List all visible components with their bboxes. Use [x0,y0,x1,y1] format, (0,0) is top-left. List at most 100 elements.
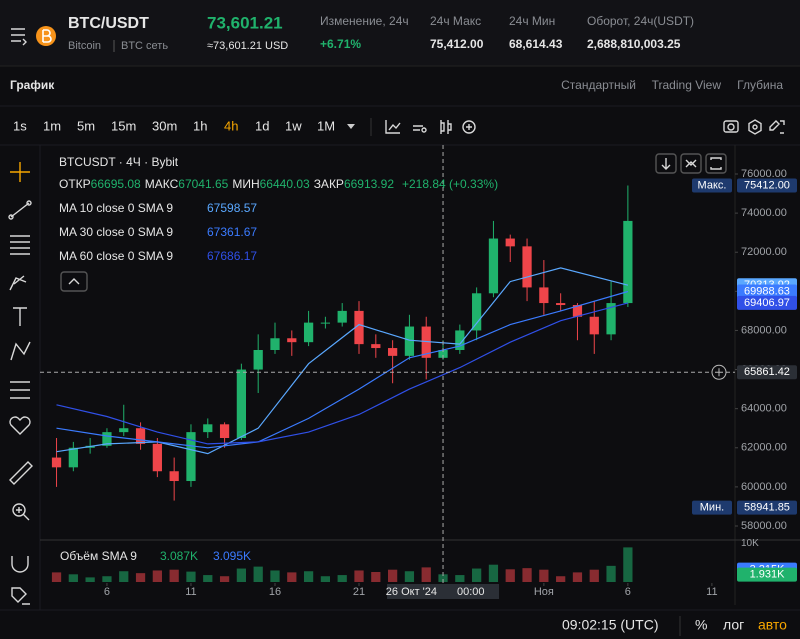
crosshair-add-plus[interactable] [715,368,723,377]
x-tick-label: Ноя [534,586,554,598]
candle-body [135,428,146,444]
view-tab[interactable]: Стандартный [561,78,636,92]
volume-bar [236,568,247,582]
candle-body [371,344,381,349]
ma-legend-value: 67686.17 [207,249,257,263]
volume-bar [320,576,331,582]
max-label-box [737,178,797,193]
volume-bar [387,569,398,582]
candle-body [606,303,616,335]
candle-body [472,293,482,331]
stat-label: 24ч Мин [509,14,555,28]
scale-option[interactable]: % [695,617,707,633]
y-tick-label: 64000.00 [741,403,787,415]
interval[interactable]: 4h [224,118,238,133]
candle-body [102,432,112,446]
ma-line [56,290,629,449]
toolbar-icons[interactable] [385,119,785,135]
ohlc-label: МАКС [145,177,179,191]
ma-legend-name: MA 30 close 0 SMA 9 [59,225,173,239]
interval[interactable]: 1d [255,118,269,133]
candle-body [387,348,398,356]
crosshair-price-box [737,365,797,380]
ohlc-label: ЗАКР [314,177,344,191]
volume-bar [119,571,129,582]
stat-value: 75,412.00 [430,37,484,51]
candle-body [236,369,247,438]
view-tab[interactable]: Глубина [737,78,783,92]
x-tick-label: 6 [625,586,631,598]
legend-title: BTCUSDT · 4Ч · Bybit [59,155,179,169]
ma-legend-value: 67361.67 [207,225,257,239]
volume-bar [505,569,515,582]
candle-body [253,349,263,370]
x-tick-label: 11 [185,586,196,598]
last-price: 73,601.21 [207,13,283,32]
candle-body [51,457,62,468]
ma-price-label-box [737,284,797,299]
candle-body [556,303,566,306]
volume-label-box [737,567,797,582]
ma-price-label: 69988.63 [744,285,790,297]
volume-bar [152,570,162,582]
volume-bar [522,568,532,582]
menu-icon[interactable] [11,28,27,46]
interval[interactable]: 15m [111,118,136,133]
interval[interactable]: 1w [285,118,302,133]
chart-buttons[interactable] [60,153,727,292]
y-tick-label: 60000.00 [741,481,787,493]
y-tick-label: 62000.00 [741,442,787,454]
candle-body [505,238,515,247]
y-tick-label: 68000.00 [741,324,787,336]
y-tick-label: 76000.00 [741,168,787,180]
volume-bar [287,572,297,582]
candle-body [203,424,213,433]
candle-body [354,310,364,345]
volume-bar [337,575,347,582]
interval[interactable]: 1s [13,118,27,133]
x-tick-label: 6 [104,586,110,598]
ohlc-value: 66440.03 [260,177,310,191]
volume-tick-label: 10K [741,538,759,549]
candle-body [623,220,633,304]
volume-bar [421,567,431,582]
interval-caret[interactable] [347,124,355,129]
candle-body [488,238,499,294]
ohlc-value: 66695.08 [91,177,141,191]
volume-bar [589,569,599,582]
scale-option[interactable]: лог [723,617,744,633]
stat-value: +6.71% [320,37,361,51]
y-tick-label: 58000.00 [741,520,787,532]
interval[interactable]: 1h [193,118,207,133]
stat-label: Изменение, 24ч [320,14,409,28]
volume-bar [404,571,415,582]
volume-bar [270,570,280,582]
stat-value: 68,614.43 [509,37,563,51]
view-tab[interactable]: Trading View [652,78,722,92]
max-label-tag-box [692,178,732,193]
volume-bar [438,574,448,582]
min-label-tag-box [692,500,732,515]
volume-label: 1.931K [750,568,786,580]
interval[interactable]: 30m [152,118,177,133]
scale-option[interactable]: авто [758,617,787,633]
stat-label: Оборот, 24ч(USDT) [587,14,694,28]
volume-bar [135,573,146,582]
tab-title[interactable]: График [10,78,55,92]
volume-bar [455,575,465,582]
interval[interactable]: 1M [317,118,335,133]
candle-body [522,246,532,288]
interval[interactable]: 5m [77,118,95,133]
candle-body [270,338,280,350]
candle-body [152,443,162,472]
drawing-tools[interactable] [8,162,33,605]
interval[interactable]: 1m [43,118,61,133]
ma-price-label-box [737,295,797,310]
candle-body [421,326,431,358]
crosshair-price: 65861.42 [744,366,790,378]
ma-legend-value: 67598.57 [207,201,257,215]
symbol[interactable]: BTC/USDT [68,15,149,32]
max-label: 75412.00 [744,179,790,191]
candle-body [186,432,196,482]
